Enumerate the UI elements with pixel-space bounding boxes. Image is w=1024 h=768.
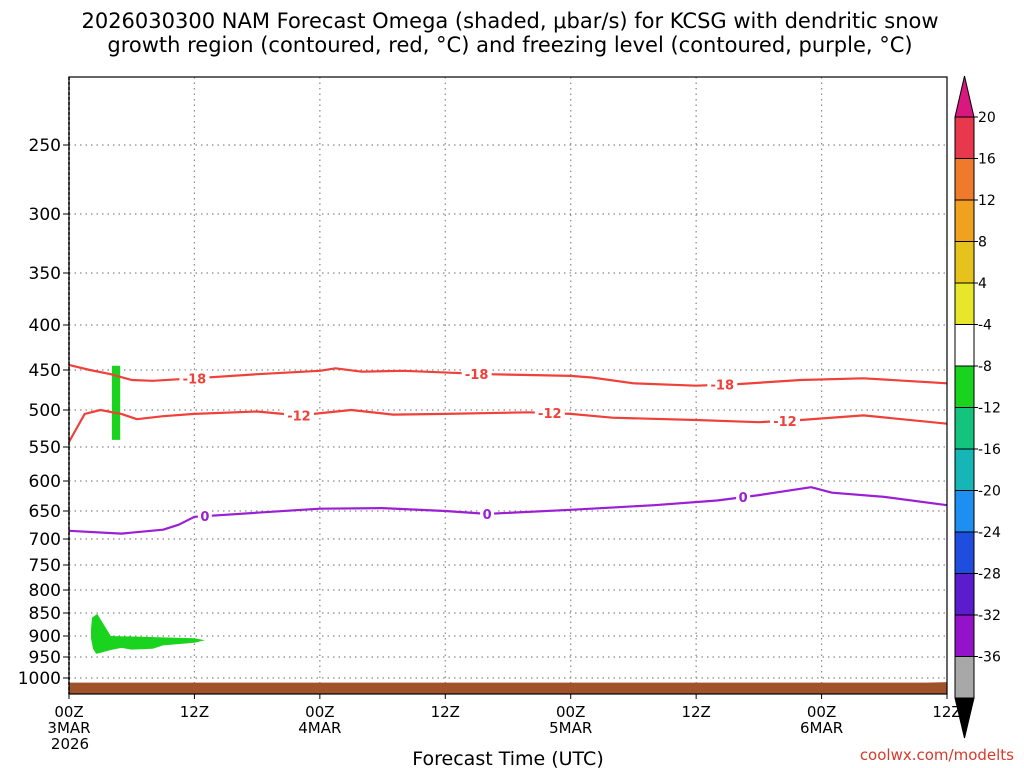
contour-line [68, 486, 948, 535]
contour-label-bg [480, 505, 495, 521]
colorbar-swatch [954, 448, 975, 491]
contour-label: 0 [739, 491, 748, 506]
y-tick-label: 800 [29, 581, 61, 601]
colorbar-top-arrow [954, 75, 975, 118]
y-tick-label: 1000 [18, 669, 61, 689]
contour-label: -12 [287, 409, 311, 424]
colorbar-bottom-arrow [954, 697, 975, 739]
colorbar-swatch [954, 573, 975, 616]
x-tick-label: 12Z [932, 703, 961, 721]
colorbar-label: -20 [978, 484, 1001, 500]
contour-line [68, 363, 948, 387]
contour-label: 0 [483, 508, 492, 523]
contour-label: -18 [183, 372, 207, 387]
x-tick-label: 3MAR [47, 719, 90, 737]
colorbar-swatch [954, 116, 975, 159]
contour-label: -12 [538, 407, 562, 422]
colorbar-label: -12 [978, 401, 1001, 417]
x-tick-label: 00Z [807, 703, 836, 721]
colorbar-swatch [954, 531, 975, 574]
contour-labels: -18 -18 -18 -12 -12 -12 0 0 0 [179, 365, 800, 525]
colorbar-swatch [954, 614, 975, 657]
colorbar-swatch [954, 324, 975, 367]
colorbar-label: 4 [978, 276, 987, 292]
contour-label: -18 [711, 379, 735, 394]
x-tick-label: 4MAR [298, 719, 341, 737]
x-tick-label: 2026 [51, 735, 89, 753]
x-tick-label: 00Z [305, 703, 334, 721]
colorbar-swatch [954, 199, 975, 242]
contour-lines [68, 363, 948, 535]
y-tick-label: 250 [29, 136, 61, 156]
colorbar-swatch [954, 490, 975, 533]
y-tick-label: 500 [29, 401, 61, 421]
ground-layer [69, 682, 947, 694]
colorbar-label: 20 [978, 110, 996, 126]
x-axis-label: Forecast Time (UTC) [412, 748, 603, 768]
contour-label-bg [707, 376, 738, 392]
omega-shaded-region [91, 613, 205, 654]
colorbar-swatch [954, 407, 975, 450]
colorbar-label: -4 [978, 318, 992, 334]
colorbar-label: -24 [978, 525, 1001, 541]
contour-label: -18 [465, 368, 489, 383]
contour-label-bg [283, 407, 314, 423]
x-tick-label: 5MAR [549, 719, 592, 737]
x-tick-label: 6MAR [800, 719, 843, 737]
contour-label-bg [769, 412, 800, 428]
x-tick-label: 12Z [681, 703, 710, 721]
y-tick-label: 900 [29, 627, 61, 647]
colorbar-swatch [954, 656, 975, 699]
y-tick-label: 700 [29, 530, 61, 550]
y-tick-label: 550 [29, 438, 61, 458]
colorbar: 20 16 12 8 4 -4 -8 -12 -16 -20 -24 -28 -32 -36 [954, 75, 1001, 739]
colorbar-label: -36 [978, 650, 1001, 666]
colorbar-swatch [954, 241, 975, 284]
colorbar-label: 16 [978, 152, 996, 168]
contour-label-bg [197, 508, 212, 524]
chart-title-line1: 2026030300 NAM Forecast Omega (shaded, μ… [81, 9, 938, 33]
colorbar-swatch [954, 365, 975, 408]
colorbar-label: -16 [978, 442, 1001, 458]
y-tick-label: 950 [29, 648, 61, 668]
x-tick-label: 00Z [54, 703, 83, 721]
x-tick-label: 12Z [431, 703, 460, 721]
omega-shaded-region [111, 365, 121, 440]
contour-label: -12 [773, 415, 797, 430]
y-tick-label: 750 [29, 556, 61, 576]
plot-area [69, 77, 947, 694]
colorbar-label: -8 [978, 359, 992, 375]
y-tick-label: 600 [29, 472, 61, 492]
colorbar-label: 12 [978, 193, 996, 209]
colorbar-label: -28 [978, 567, 1001, 583]
ground-fill [69, 682, 947, 694]
y-tick-label: 850 [29, 604, 61, 624]
credit-text: coolwx.com/modelts [860, 746, 1014, 764]
chart-title-line2: growth region (contoured, red, °C) and f… [107, 33, 912, 57]
contour-label-bg [179, 370, 210, 386]
colorbar-swatch [954, 282, 975, 325]
colorbar-label: -32 [978, 608, 1001, 624]
x-tick-label: 00Z [556, 703, 585, 721]
contour-line [68, 408, 948, 443]
plot-frame [68, 76, 948, 695]
colorbar-swatch [954, 158, 975, 201]
y-tick-label: 450 [29, 361, 61, 381]
omega-shading [91, 365, 205, 654]
y-tick-label: 350 [29, 264, 61, 284]
contour-label-bg [736, 489, 751, 505]
colorbar-label: 8 [978, 235, 987, 251]
contour-label: 0 [200, 510, 209, 525]
x-tick-label: 12Z [180, 703, 209, 721]
contour-label-bg [461, 365, 492, 381]
y-tick-label: 300 [29, 205, 61, 225]
contour-label-bg [534, 405, 565, 421]
y-tick-label: 400 [29, 316, 61, 336]
y-tick-label: 650 [29, 502, 61, 522]
y-axis-ticks: 250 300 350 400 450 500 550 600 650 700 750 800 850 9… [18, 136, 69, 689]
